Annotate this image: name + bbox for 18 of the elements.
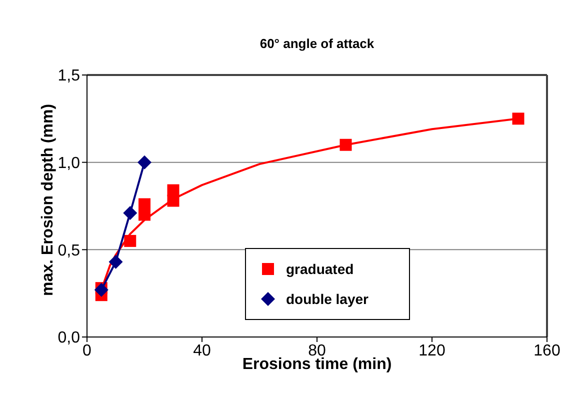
x-tick-label: 0 xyxy=(82,342,92,360)
legend-label: graduated xyxy=(286,261,354,277)
point xyxy=(123,206,138,220)
y-tick-label: 1,0 xyxy=(58,155,80,172)
x-axis-title: Erosions time (min) xyxy=(242,356,392,373)
point xyxy=(512,112,524,125)
x-tick-label: 40 xyxy=(193,342,211,360)
x-tick-label: 160 xyxy=(534,342,560,360)
y-axis-title: max. Erosion depth (mm) xyxy=(40,104,57,296)
point xyxy=(138,155,152,170)
legend-label: double layer xyxy=(286,291,368,307)
y-tick-label: 0,5 xyxy=(58,242,80,260)
chart-title: 60° angle of attack xyxy=(258,36,376,51)
y-tick-label: 0,0 xyxy=(58,330,80,347)
point xyxy=(94,282,108,297)
point xyxy=(108,254,123,269)
y-tick-label: 1,5 xyxy=(58,68,80,85)
x-tick-label: 120 xyxy=(418,342,446,360)
